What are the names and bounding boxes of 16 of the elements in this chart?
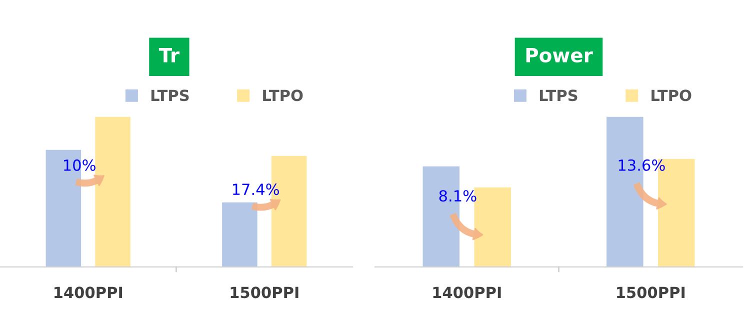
chart-title: Tr — [158, 48, 180, 62]
legend-label: LTPS — [151, 90, 189, 102]
x-tick-label: 1500PPI — [617, 286, 685, 298]
x-tick-label: 1400PPI — [54, 286, 122, 298]
x-tick-label: 1400PPI — [433, 286, 501, 298]
annotation: 8.1% — [439, 190, 476, 202]
annotation: 17.4% — [232, 184, 279, 196]
chart-title: Power — [526, 48, 593, 62]
legend-label: LTPS — [540, 90, 578, 102]
legend-label: LTPO — [263, 90, 303, 102]
legend-label: LTPO — [652, 90, 692, 102]
bar — [95, 116, 130, 267]
annotation: 10% — [64, 159, 96, 171]
x-tick-label: 1500PPI — [230, 286, 298, 298]
bar — [222, 202, 258, 267]
annotation: 13.6% — [618, 159, 665, 171]
